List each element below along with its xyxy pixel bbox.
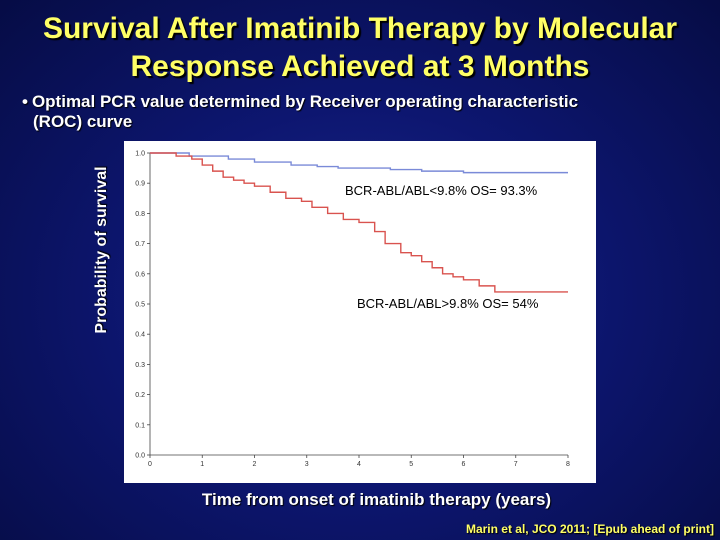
annotation-high: BCR-ABL/ABL>9.8% OS= 54% xyxy=(357,296,539,311)
x-tick-label: 5 xyxy=(409,461,413,468)
bullet-text-line-2: (ROC) curve xyxy=(33,112,133,131)
y-tick-label: 0.4 xyxy=(135,332,145,339)
x-tick-label: 3 xyxy=(305,461,309,468)
x-axis-label: Time from onset of imatinib therapy (yea… xyxy=(201,490,552,509)
slide-title: Survival After Imatinib Therapy by Molec… xyxy=(0,10,720,86)
slide-title-line-1: Survival After Imatinib Therapy by Molec… xyxy=(42,12,678,45)
y-tick-label: 0.0 xyxy=(135,453,145,460)
x-tick-label: 7 xyxy=(514,461,518,468)
y-tick-label: 0.6 xyxy=(135,271,145,278)
x-tick-label: 0 xyxy=(148,461,152,468)
y-tick-label: 0.1 xyxy=(135,422,145,429)
y-tick-label: 0.2 xyxy=(135,392,145,399)
annotation-low: BCR-ABL/ABL<9.8% OS= 93.3% xyxy=(345,183,538,198)
x-tick-label: 2 xyxy=(253,461,257,468)
slide-title-line-2: Response Achieved at 3 Months xyxy=(130,50,590,83)
bullet-text-line-1: Optimal PCR value determined by Receiver… xyxy=(31,92,579,111)
x-tick-label: 8 xyxy=(566,461,570,468)
bullet-point: • Optimal PCR value determined by Receive… xyxy=(22,92,712,132)
citation: Marin et al, JCO 2011; [Epub ahead of pr… xyxy=(465,522,714,536)
x-tick-label: 1 xyxy=(200,461,204,468)
y-tick-label: 0.7 xyxy=(135,241,145,248)
survival-curve-low xyxy=(150,152,568,174)
bullet-dot-icon: • xyxy=(22,92,28,111)
x-tick-label: 6 xyxy=(462,461,466,468)
y-axis-label: Probability of survival xyxy=(93,166,110,334)
survival-chart: 0.0 0.1 0.2 0.3 0.4 0.5 0.6 0.7 0.8 0.9 1.0 0 1 2 3 4 5 6… xyxy=(124,141,596,483)
survival-chart-svg: 0.0 0.1 0.2 0.3 0.4 0.5 0.6 0.7 0.8 0.9 1.0 0 1 2 3 4 5 6… xyxy=(135,151,570,469)
y-tick-label: 0.9 xyxy=(135,181,145,188)
y-tick-label: 0.3 xyxy=(135,362,145,369)
survival-curve-high xyxy=(150,152,568,293)
x-tick-label: 4 xyxy=(357,461,361,468)
y-tick-label: 1.0 xyxy=(135,151,145,158)
y-tick-label: 0.5 xyxy=(135,302,145,309)
y-tick-label: 0.8 xyxy=(135,211,145,218)
